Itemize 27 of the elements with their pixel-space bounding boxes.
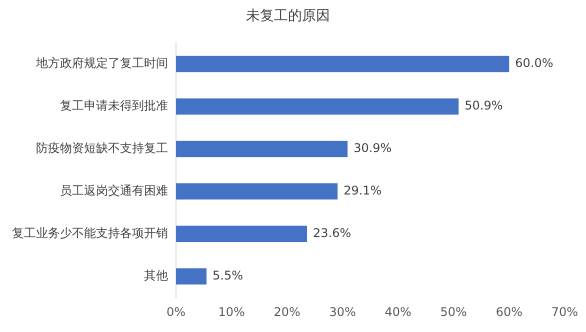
bar [176,56,510,72]
y-tick-label: 员工返岗交通有困难 [60,184,168,198]
x-tick-label: 50% [440,304,467,319]
y-tick-label: 复工业务少不能支持各项开销 [12,226,168,240]
bar [176,226,308,242]
y-tick-label: 其他 [144,268,168,282]
data-label: 30.9% [354,141,392,156]
chart-title: 未复工的原因 [246,8,330,24]
x-tick-label: 60% [496,304,522,319]
data-label: 29.1% [344,184,382,198]
data-label: 50.9% [464,98,503,113]
bar [176,140,348,158]
x-tick-label: 40% [384,304,412,319]
x-tick-label: 70% [551,304,578,319]
data-label: 5.5% [212,268,244,282]
data-label: 23.6% [313,226,352,240]
data-label: 60.0% [515,56,554,70]
bar [176,183,338,200]
bar [176,98,459,115]
x-tick-label: 30% [329,304,356,319]
x-tick-label: 0% [166,304,186,319]
y-tick-label: 复工申请未得到批准 [60,98,168,113]
bar [176,268,207,284]
y-tick-label: 地方政府规定了复工时间 [35,56,168,70]
y-tick-label: 防疫物资短缺不支持复工 [36,141,168,156]
x-tick-label: 10% [218,304,245,319]
x-tick-label: 20% [274,304,300,319]
